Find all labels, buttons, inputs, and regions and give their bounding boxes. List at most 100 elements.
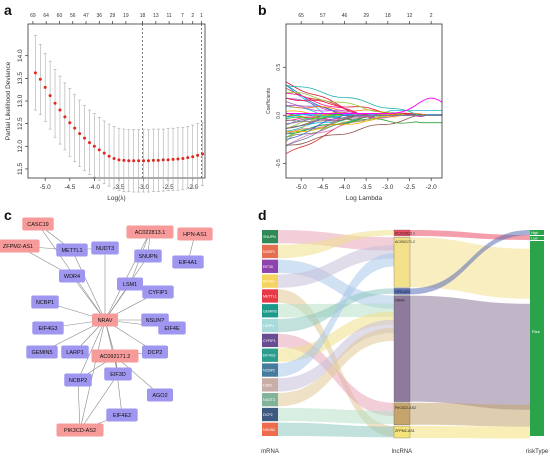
sankey-flow [278, 253, 394, 377]
data-point [151, 158, 155, 162]
network-node [56, 423, 104, 437]
panel-label-c: c [4, 207, 12, 223]
panel-label-d: d [258, 207, 267, 223]
data-point [146, 159, 150, 163]
y-axis-label: Coefficients [266, 87, 272, 114]
network-node [117, 277, 143, 291]
network-node-label: AGO2 [152, 393, 167, 399]
data-point [63, 115, 67, 119]
sankey-node-mrna [262, 304, 278, 318]
network-node [172, 255, 204, 269]
sankey-node-label: High [531, 231, 538, 235]
network-edge [71, 249, 106, 321]
sankey-node-label: NCBP1 [263, 250, 275, 254]
network-node [61, 345, 89, 359]
y-tick-label: 14.0 [17, 49, 24, 62]
x-tick-label: -3.0 [382, 184, 394, 191]
network-node-label: CYFIP1 [148, 290, 167, 296]
top-tick-label: 46 [342, 13, 348, 19]
data-point [48, 94, 52, 98]
network-node-label: LARP1 [66, 350, 83, 356]
sankey-node-risk [530, 230, 544, 235]
data-point [53, 101, 57, 105]
network-edge [114, 355, 123, 416]
x-tick-label: -4.5 [64, 184, 76, 191]
sankey-node-mrna [262, 289, 278, 303]
sankey-node-lncrna [393, 425, 411, 439]
sankey-node-label: Low [531, 237, 538, 241]
sankey-node-mrna [262, 259, 278, 273]
x-axis-label: Log(λ) [107, 195, 125, 202]
data-point [171, 157, 175, 161]
network-node [56, 243, 88, 257]
network-node-label: PIK3CD-AS2 [64, 428, 96, 434]
sankey-node-risk [530, 241, 544, 436]
plot-frame [27, 23, 206, 179]
network-node-label: EIF4E2 [113, 413, 131, 419]
network-edge [79, 373, 119, 431]
network-node-label: NSUN2 [146, 318, 165, 324]
network-node-label: SNUPN [138, 254, 157, 260]
top-tick-label: 29 [110, 13, 116, 19]
sankey-node-label: CYFIP1 [263, 339, 276, 343]
sankey-flow [278, 230, 394, 259]
y-tick-label: 13.5 [17, 72, 24, 85]
network-node-label: EIF4E [164, 326, 180, 332]
network-node-label: HPN-AS1 [183, 232, 207, 238]
data-point [186, 156, 190, 160]
sankey-node-lncrna [393, 237, 411, 288]
sankey-node-label: NCBP2 [263, 369, 275, 373]
data-point [73, 126, 77, 130]
sankey-node-mrna [262, 407, 278, 422]
sankey-node-label: NRAV [395, 299, 405, 303]
data-point [181, 157, 185, 161]
data-point [87, 141, 91, 145]
panel-label-a: a [4, 2, 12, 18]
network-node [126, 225, 174, 239]
sankey-axis-label: mRNA [261, 449, 279, 455]
network-node-label: NUDT3 [96, 246, 114, 252]
sankey-node-lncrna [393, 402, 411, 425]
top-tick-label: 60 [57, 13, 63, 19]
coefficient-path [285, 115, 442, 147]
network-node [31, 295, 59, 309]
top-tick-label: 69 [30, 13, 36, 19]
y-tick-label: -0.5 [276, 159, 282, 168]
network-node [106, 408, 138, 422]
y-tick-label: 12.0 [17, 140, 24, 153]
network-node [142, 345, 168, 359]
network-node [0, 239, 40, 253]
sankey-node-label: AC092171.2 [395, 240, 415, 244]
x-tick-label: -2.0 [426, 184, 438, 191]
network-node [91, 349, 139, 363]
network-node [91, 241, 119, 255]
sankey-flow [278, 407, 394, 425]
panel-a-chart: -5.0 -4.5 -4.0 -3.5 -3.0 -2.5 -2.011.512.012.5… [5, 13, 206, 202]
network-node-label: METTL1 [61, 248, 82, 254]
x-axis-label: Log Lambda [346, 195, 383, 202]
network-node [104, 367, 132, 381]
sankey-node-label: EIF4A1 [263, 280, 275, 284]
panel-c-network: NUDT3 SNUPN EIF4A1 METTL1 LSM1 CYFIP1 WDR4 NCBP… [0, 217, 213, 437]
top-tick-label: 64 [43, 13, 49, 19]
sankey-node-mrna [262, 422, 278, 436]
y-tick-label: 12.5 [17, 117, 24, 130]
coefficient-path [285, 92, 442, 117]
coefficient-path [286, 97, 443, 114]
network-node-label: WDR4 [64, 274, 80, 280]
coefficient-path [285, 104, 442, 116]
x-tick-label: -4.5 [317, 184, 329, 191]
network-node [134, 249, 162, 263]
sankey-node-mrna [262, 333, 278, 348]
data-point [166, 158, 170, 162]
data-point [161, 158, 165, 162]
network-edge [77, 379, 81, 431]
network-node-label: CASC19 [27, 222, 48, 228]
x-tick-label: -2.5 [404, 184, 416, 191]
top-tick-label: 18 [140, 13, 146, 19]
y-tick-label: 0.0 [276, 112, 282, 119]
network-node-label: EIF4G3 [39, 326, 58, 332]
sankey-node-mrna [262, 244, 278, 259]
sankey-node-lncrna [393, 295, 411, 402]
top-tick-label: 2 [430, 13, 433, 19]
